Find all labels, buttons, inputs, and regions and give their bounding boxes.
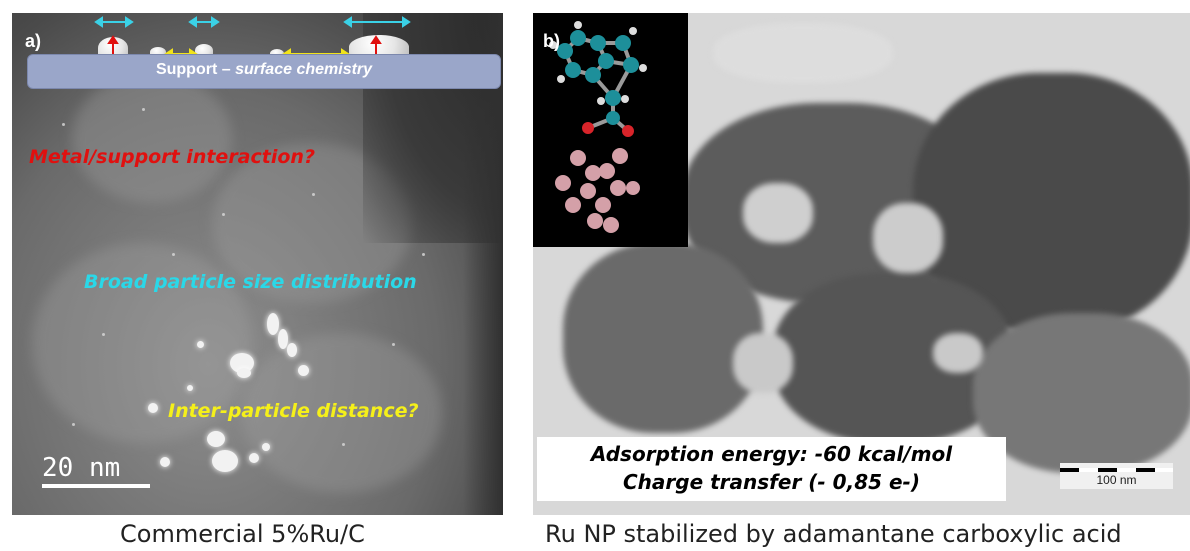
annotation-particle-size: Broad particle size distribution	[84, 271, 417, 293]
scale-bar-b: 100 nm	[1060, 463, 1173, 489]
support-bar: Support – surface chemistry	[27, 54, 501, 89]
texture	[242, 333, 442, 493]
caption-panel-a: Commercial 5%Ru/C	[120, 520, 365, 548]
molecule-inset	[533, 13, 688, 247]
texture	[743, 183, 813, 243]
particle	[222, 213, 225, 216]
particle	[312, 193, 315, 196]
particle	[102, 333, 105, 336]
scale-bar-label: 100 nm	[1096, 473, 1137, 487]
adsorption-energy-text: Adsorption energy: -60 kcal/mol	[590, 442, 953, 466]
particle	[249, 453, 259, 463]
texture	[72, 73, 232, 203]
molecule-model	[549, 21, 647, 233]
annotation-inter-particle: Inter-particle distance?	[168, 400, 419, 422]
stem-image-panel-a: Support – surface chemistry a) Metal/sup…	[12, 13, 503, 515]
support-text-italic: surface chemistry	[235, 61, 373, 78]
scale-bar	[1060, 468, 1173, 472]
nanoparticle-schematic	[195, 44, 213, 57]
support-text-plain: Support –	[155, 61, 231, 78]
particle	[187, 385, 193, 391]
texture	[32, 243, 252, 443]
panel-b-label: b)	[543, 31, 560, 51]
particle	[287, 343, 297, 357]
texture	[713, 23, 893, 83]
particle	[298, 365, 309, 376]
particle	[392, 343, 395, 346]
texture	[873, 203, 943, 273]
particle	[212, 450, 238, 472]
caption-panel-b: Ru NP stabilized by adamantane carboxyli…	[545, 520, 1122, 548]
panel-a-label: a)	[25, 31, 42, 51]
scale-bar	[42, 484, 150, 488]
particle	[72, 423, 75, 426]
nanoparticle-schematic	[270, 49, 284, 58]
particle	[207, 431, 225, 447]
charge-transfer-text: Charge transfer (- 0,85 e-)	[623, 470, 920, 494]
particle	[422, 253, 425, 256]
tem-image-panel-b: b) Adsorption energy: -60 kcal/mol Charg…	[533, 13, 1190, 515]
particle	[267, 313, 279, 335]
nanoparticle-schematic	[150, 47, 166, 57]
scale-bar-label: 20 nm	[42, 453, 121, 483]
particle	[237, 368, 251, 378]
texture	[973, 313, 1190, 473]
texture	[733, 333, 793, 393]
particle	[62, 123, 65, 126]
support-label: Support – surface chemistry	[28, 61, 500, 79]
dark-region	[463, 13, 503, 515]
annotation-metal-support: Metal/support interaction?	[29, 146, 315, 168]
particle	[197, 341, 204, 348]
particle	[160, 457, 170, 467]
particle	[172, 253, 175, 256]
particle	[142, 108, 145, 111]
texture	[933, 333, 983, 373]
particle	[342, 443, 345, 446]
particle	[148, 403, 158, 413]
particle	[278, 329, 288, 349]
energy-info-box: Adsorption energy: -60 kcal/mol Charge t…	[537, 437, 1006, 501]
particle	[262, 443, 270, 451]
texture	[563, 243, 763, 433]
